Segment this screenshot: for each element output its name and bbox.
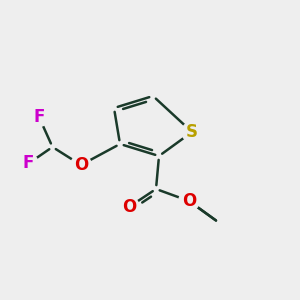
Text: O: O [74,156,88,174]
Circle shape [71,155,91,175]
Circle shape [19,154,38,173]
Text: O: O [122,198,136,216]
Circle shape [182,122,202,142]
Text: F: F [33,108,45,126]
Circle shape [119,197,139,217]
Text: F: F [23,154,34,172]
Text: O: O [182,192,196,210]
Circle shape [179,191,199,211]
Circle shape [29,107,49,127]
Text: S: S [186,123,198,141]
